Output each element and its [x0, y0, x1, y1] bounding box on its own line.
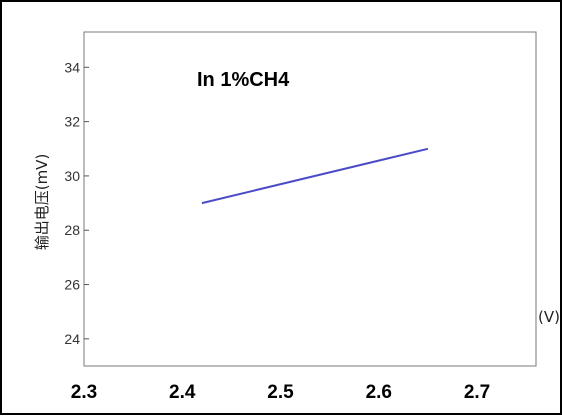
plot-area — [83, 31, 537, 367]
y-tick-label: 26 — [64, 277, 80, 293]
x-axis-label: (V) — [538, 308, 560, 326]
y-tick-label: 32 — [64, 114, 80, 130]
y-tick-label: 24 — [64, 331, 80, 347]
y-tick-label: 28 — [64, 222, 80, 238]
x-tick-label: 2.3 — [71, 382, 97, 403]
x-tick-label: 2.6 — [366, 382, 392, 403]
series-line — [201, 147, 429, 205]
y-tick-label: 34 — [64, 59, 80, 75]
chart-annotation: In 1%CH4 — [197, 69, 290, 91]
y-tick-label: 30 — [64, 168, 80, 184]
y-axis-label: 输出电压(mV) — [33, 154, 51, 251]
x-tick-label: 2.5 — [267, 382, 294, 403]
x-tick-label: 2.7 — [464, 382, 490, 403]
x-tick-label: 2.4 — [169, 382, 196, 403]
